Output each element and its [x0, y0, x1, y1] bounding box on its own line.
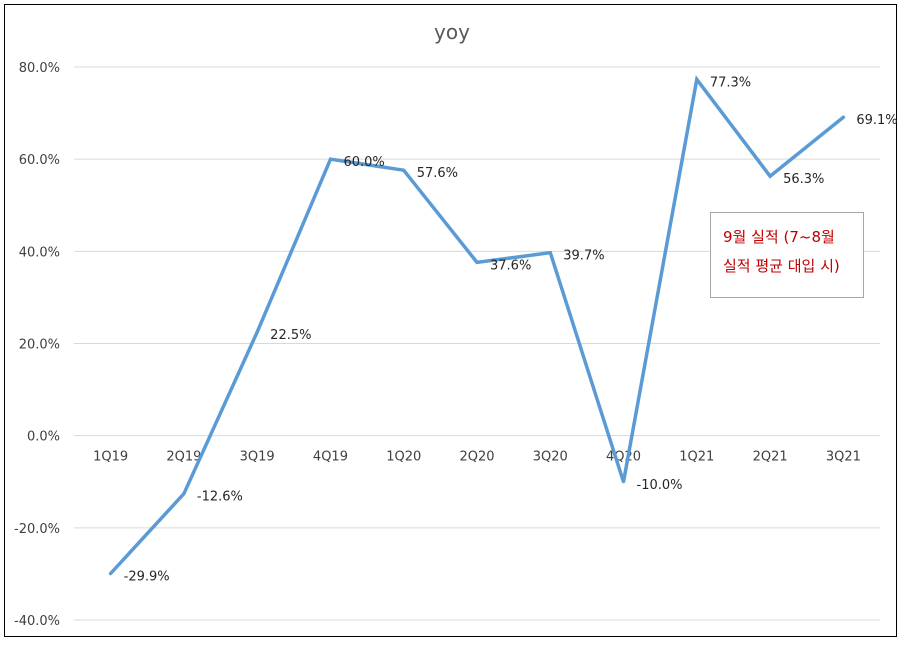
- x-tick-label: 1Q21: [679, 450, 714, 465]
- x-tick-label: 1Q20: [386, 450, 421, 465]
- annotation-box: 9월 실적 (7~8월 실적 평균 대입 시): [710, 212, 864, 298]
- x-tick-label: 2Q19: [166, 450, 201, 465]
- y-tick-label: -40.0%: [14, 614, 60, 629]
- y-tick-label: 60.0%: [19, 153, 60, 168]
- data-label: 60.0%: [343, 155, 384, 170]
- series-line-group: [108, 75, 846, 576]
- x-tick-label: 2Q21: [753, 450, 788, 465]
- y-tick-label: 80.0%: [19, 61, 60, 76]
- data-label: 77.3%: [710, 75, 751, 90]
- y-tick-label: 40.0%: [19, 245, 60, 260]
- data-label: 22.5%: [270, 328, 311, 343]
- data-labels: -29.9% -12.6% 22.5% 60.0% 57.6% 37.6% 39.7% -10…: [124, 75, 898, 584]
- x-tick-label: 4Q20: [606, 450, 641, 465]
- data-label: 37.6%: [490, 258, 531, 273]
- x-tick-label: 4Q19: [313, 450, 348, 465]
- data-point: [548, 251, 552, 255]
- data-point: [182, 492, 186, 496]
- annotation-line-2: 실적 평균 대입 시): [723, 257, 840, 275]
- chart-title: yoy: [434, 20, 470, 44]
- data-label: -12.6%: [197, 490, 243, 505]
- x-tick-label: 3Q21: [826, 450, 861, 465]
- y-tick-label: -20.0%: [14, 522, 60, 537]
- data-point: [841, 115, 845, 119]
- data-point: [475, 260, 479, 264]
- chart-frame: [4, 4, 897, 637]
- data-label: 39.7%: [563, 249, 604, 264]
- data-point: [109, 571, 113, 575]
- annotation-line-1: 9월 실적 (7~8월: [723, 228, 835, 246]
- data-label: -10.0%: [637, 478, 683, 493]
- data-point: [695, 77, 699, 81]
- y-tick-label: 20.0%: [19, 338, 60, 353]
- data-label: 57.6%: [417, 166, 458, 181]
- y-tick-label: 0.0%: [27, 430, 60, 445]
- x-tick-label: 1Q19: [93, 450, 128, 465]
- x-axis-tick-labels: 1Q19 2Q19 3Q19 4Q19 1Q20 2Q20 3Q20 4Q20 1Q21 2Q21…: [93, 450, 861, 465]
- data-point: [328, 157, 332, 161]
- data-point: [622, 480, 626, 484]
- data-point: [255, 330, 259, 334]
- data-label: -29.9%: [124, 569, 170, 584]
- y-axis-tick-labels: -40.0% -20.0% 0.0% 20.0% 40.0% 60.0% 80.0%: [14, 61, 60, 629]
- gridlines: [74, 66, 880, 621]
- x-tick-label: 3Q19: [240, 450, 275, 465]
- data-point: [402, 168, 406, 172]
- x-tick-label: 3Q20: [533, 450, 568, 465]
- data-label: 56.3%: [783, 172, 824, 187]
- x-tick-label: 2Q20: [459, 450, 494, 465]
- data-point: [768, 174, 772, 178]
- data-label: 69.1%: [856, 113, 897, 128]
